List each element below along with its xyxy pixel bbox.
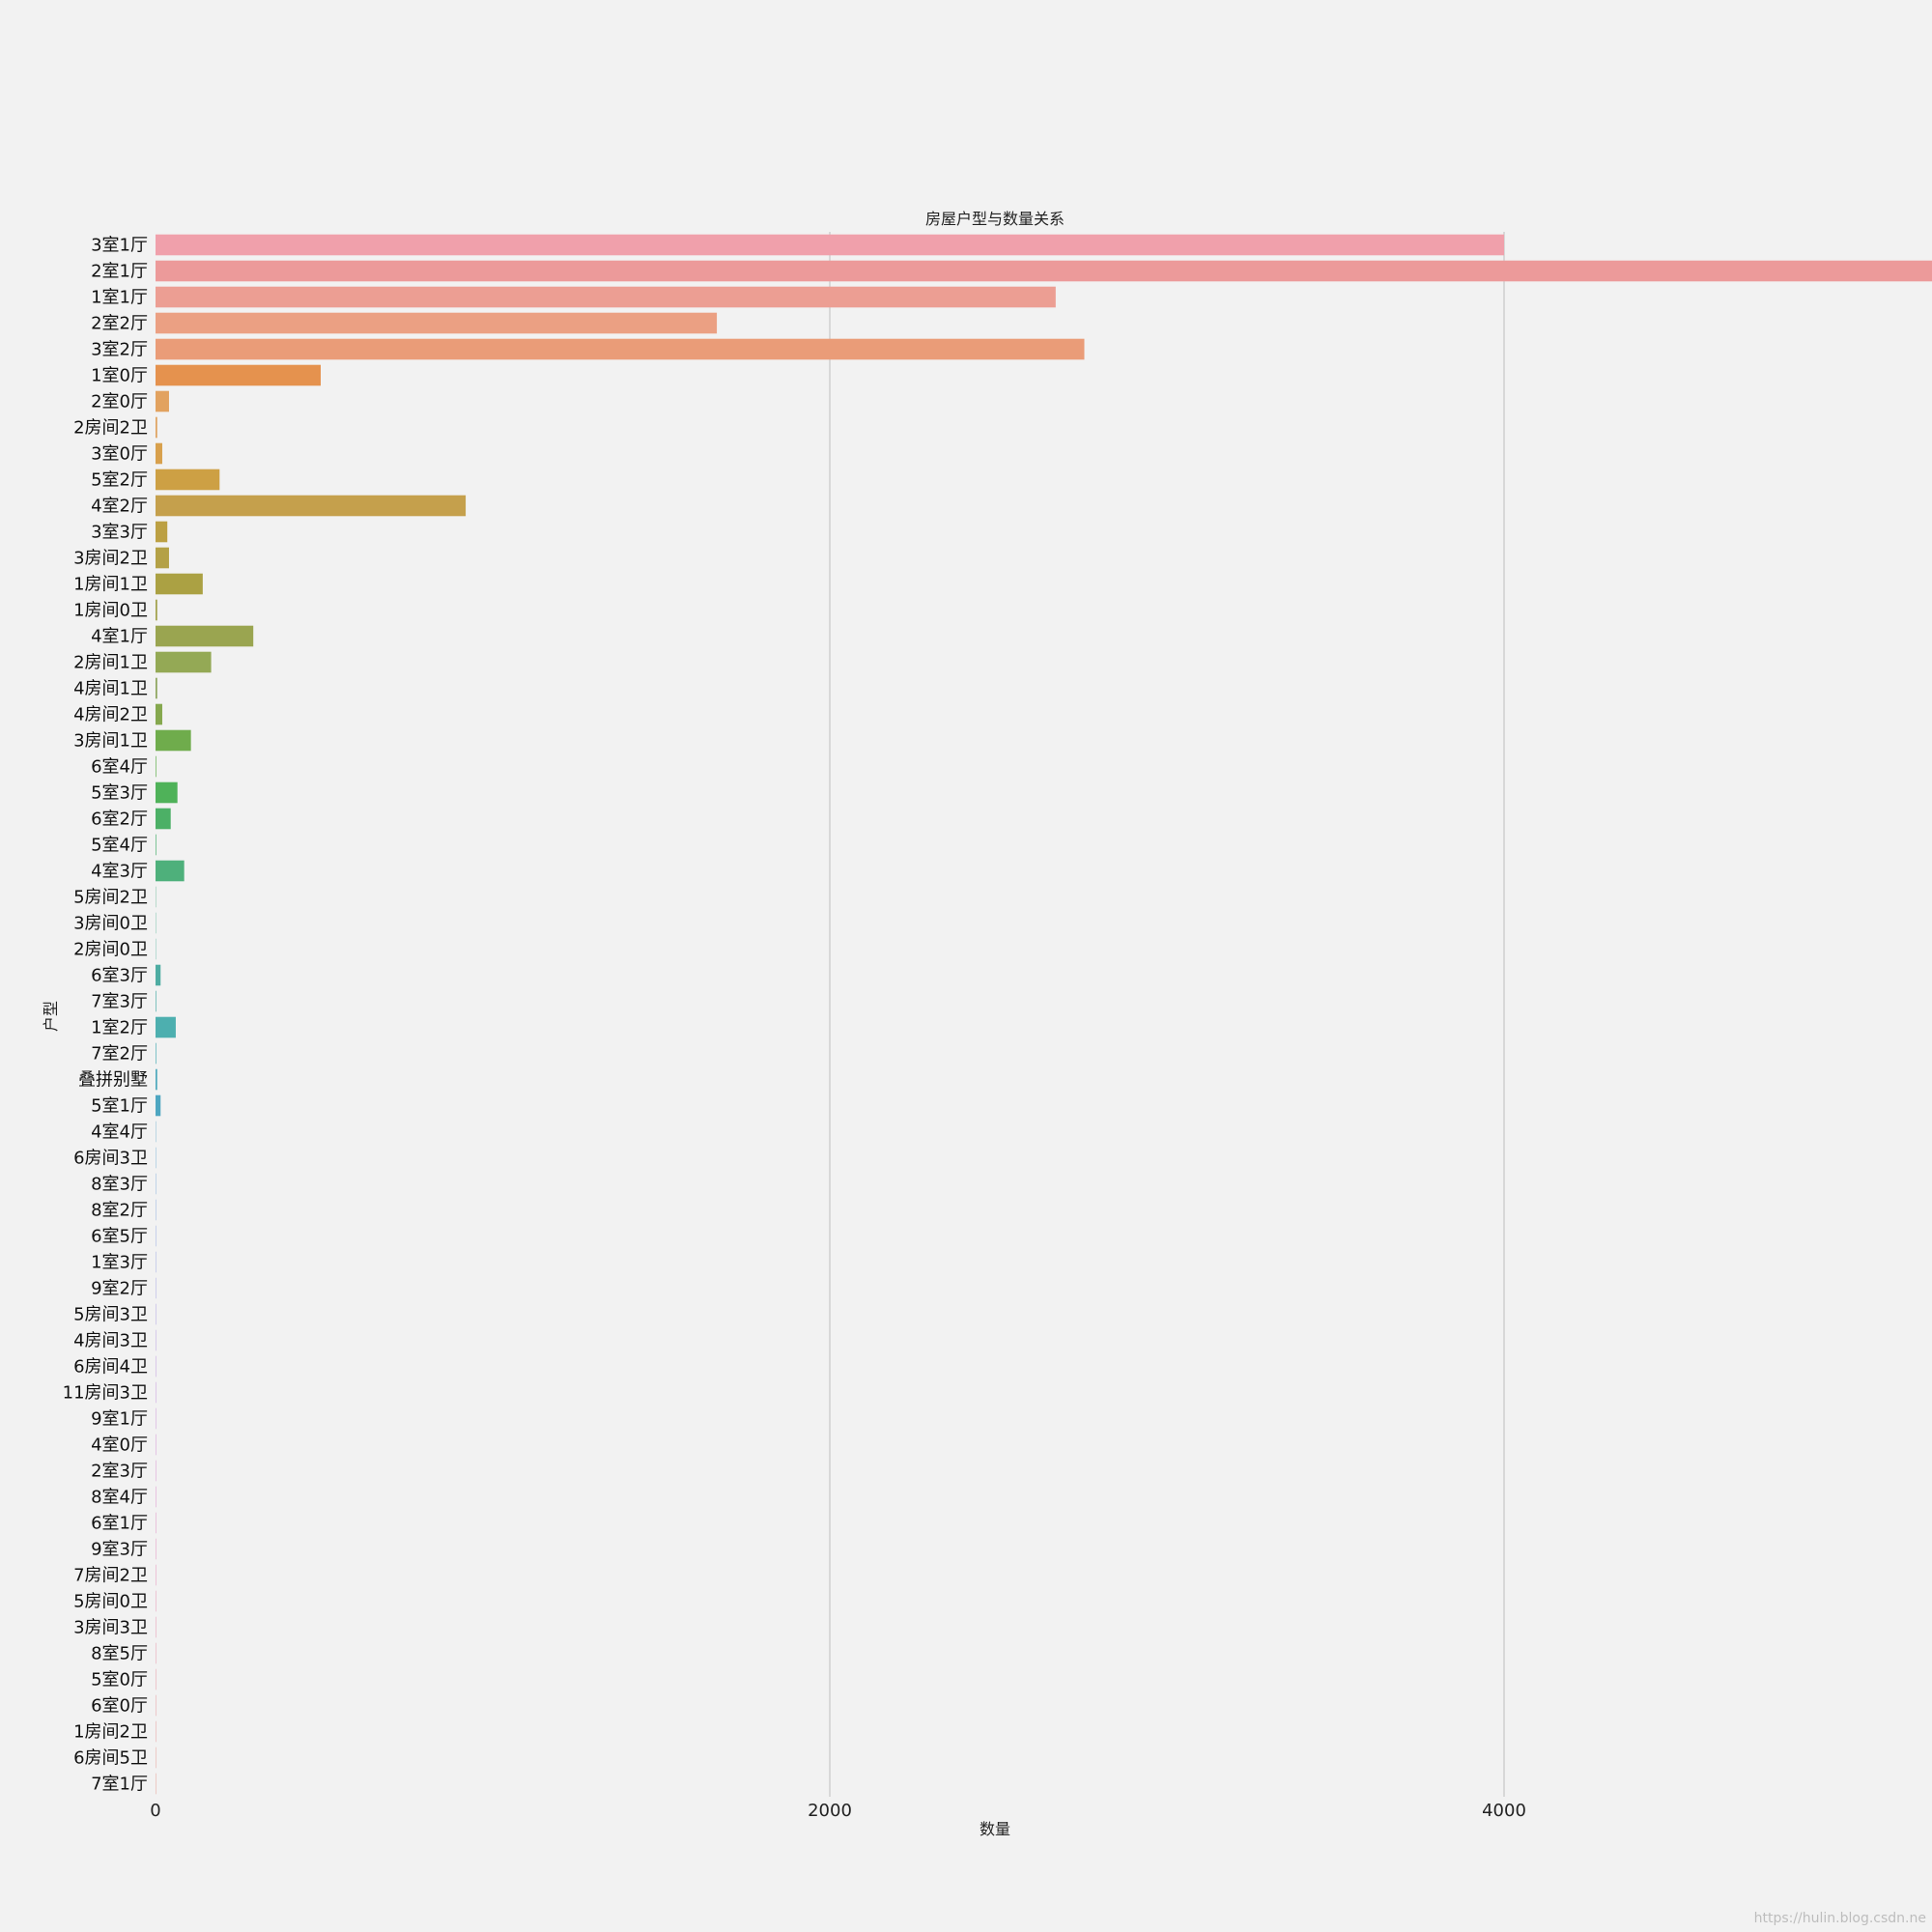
bar [156, 364, 322, 386]
bar [156, 573, 203, 595]
bar [156, 703, 162, 725]
bar [156, 729, 191, 752]
bar [156, 260, 1932, 282]
y-tick-label: 4室4厅 [91, 1122, 148, 1143]
y-tick-label: 1室1厅 [91, 288, 148, 308]
watermark-text: https://hulin.blog.csdn.ne [1753, 1911, 1926, 1926]
y-tick-label: 叠拼别墅 [78, 1070, 148, 1091]
y-tick-label: 7室2厅 [91, 1044, 148, 1065]
y-tick-label: 9室2厅 [91, 1279, 148, 1299]
y-tick-label: 6室2厅 [91, 810, 148, 830]
y-tick-label: 11房间3卫 [63, 1383, 148, 1404]
y-tick-label: 6房间3卫 [73, 1149, 148, 1169]
bar [156, 625, 254, 647]
y-tick-label: 1房间1卫 [73, 575, 148, 595]
y-tick-label: 2房间1卫 [73, 653, 148, 673]
y-tick-label: 8室2厅 [91, 1201, 148, 1221]
bar [156, 286, 1056, 308]
bar [156, 964, 161, 986]
y-tick-label: 9室1厅 [91, 1409, 148, 1430]
x-gridlines [829, 232, 1505, 1797]
bar [156, 651, 212, 673]
y-tick-label: 6室0厅 [91, 1696, 148, 1717]
y-tick-label: 1室0厅 [91, 366, 148, 386]
y-tick-label: 2室1厅 [91, 262, 148, 282]
x-tick-label: 4000 [1482, 1801, 1526, 1821]
y-tick-label: 7室1厅 [91, 1775, 148, 1795]
bar [156, 599, 157, 621]
y-tick-label: 6室4厅 [91, 757, 148, 778]
y-tick-label: 2房间2卫 [73, 418, 148, 439]
y-tick-label: 1房间2卫 [73, 1722, 148, 1743]
y-tick-label: 4房间3卫 [73, 1331, 148, 1351]
y-tick-label: 4房间1卫 [73, 679, 148, 699]
y-tick-label: 5室1厅 [91, 1096, 148, 1117]
bar [156, 547, 169, 569]
x-axis-title: 数量 [980, 1820, 1010, 1838]
y-tick-label: 3室1厅 [91, 236, 148, 256]
y-tick-label: 3房间0卫 [73, 914, 148, 934]
y-tick-label: 5室0厅 [91, 1670, 148, 1690]
y-tick-label: 4室3厅 [91, 862, 148, 882]
y-tick-label: 6室1厅 [91, 1514, 148, 1534]
y-tick-label: 5房间2卫 [73, 888, 148, 908]
bar [156, 860, 185, 882]
bar [156, 677, 157, 699]
y-tick-label: 7房间2卫 [73, 1566, 148, 1586]
y-tick-label: 1室2厅 [91, 1018, 148, 1038]
y-tick-label: 3室3厅 [91, 523, 148, 543]
bar [156, 1016, 176, 1038]
bar [156, 416, 157, 439]
y-tick-label: 2房间0卫 [73, 940, 148, 960]
y-tick-label: 5室3厅 [91, 783, 148, 804]
y-tick-label: 4室0厅 [91, 1435, 148, 1456]
x-tick-label: 0 [150, 1801, 160, 1821]
y-tick-label: 1室3厅 [91, 1253, 148, 1273]
y-tick-label: 6房间4卫 [73, 1357, 148, 1378]
bar [156, 1094, 161, 1117]
y-tick-label: 3室2厅 [91, 340, 148, 360]
y-tick-label: 9室3厅 [91, 1540, 148, 1560]
y-tick-label: 2室0厅 [91, 392, 148, 412]
y-tick-label: 6房间5卫 [73, 1748, 148, 1769]
bars [156, 234, 1932, 1795]
y-tick-label: 7室3厅 [91, 992, 148, 1012]
y-tick-label: 3房间3卫 [73, 1618, 148, 1638]
chart-title: 房屋户型与数量关系 [925, 210, 1065, 228]
bar [156, 495, 467, 517]
x-tick-label: 2000 [808, 1801, 852, 1821]
y-tick-label: 5室2厅 [91, 470, 148, 491]
bar [156, 312, 718, 334]
y-tick-label: 8室4厅 [91, 1488, 148, 1508]
bar [156, 442, 162, 465]
y-tick-label: 8室3厅 [91, 1175, 148, 1195]
y-axis-title: 户型 [42, 1001, 60, 1032]
y-tick-label: 5室4厅 [91, 836, 148, 856]
bar [156, 808, 171, 830]
y-tick-labels: 3室1厅 2室1厅 1室1厅 2室2厅 3室2厅 1室0厅 2室0厅 2房间2卫 3室0厅 5室2… [63, 236, 148, 1795]
y-tick-label: 6室3厅 [91, 966, 148, 986]
y-tick-label: 5房间3卫 [73, 1305, 148, 1325]
y-tick-label: 8室5厅 [91, 1644, 148, 1664]
y-tick-label: 1房间0卫 [73, 601, 148, 621]
x-tick-labels: 02000400060008000 [150, 1801, 1526, 1821]
y-tick-label: 6室5厅 [91, 1227, 148, 1247]
y-tick-label: 4室2厅 [91, 497, 148, 517]
bar [156, 781, 178, 804]
bar [156, 469, 220, 491]
bar [156, 521, 168, 543]
bar [156, 234, 1504, 256]
bar [156, 338, 1085, 360]
y-tick-label: 4房间2卫 [73, 705, 148, 725]
y-tick-label: 4室1厅 [91, 627, 148, 647]
bar [156, 390, 169, 412]
y-tick-label: 3室0厅 [91, 444, 148, 465]
y-tick-label: 3房间1卫 [73, 731, 148, 752]
y-tick-label: 3房间2卫 [73, 549, 148, 569]
y-tick-label: 2室3厅 [91, 1462, 148, 1482]
y-tick-label: 2室2厅 [91, 314, 148, 334]
y-tick-label: 5房间0卫 [73, 1592, 148, 1612]
bar [156, 1068, 157, 1091]
